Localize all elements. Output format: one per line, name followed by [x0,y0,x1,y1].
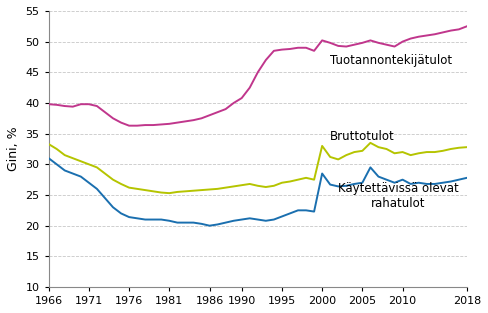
Y-axis label: Gini, %: Gini, % [7,127,20,171]
Text: Tuotannontekijätulot: Tuotannontekijätulot [330,54,452,67]
Text: Bruttotulot: Bruttotulot [330,130,395,143]
Text: Käytettävissä olevat
rahatulot: Käytettävissä olevat rahatulot [338,182,459,210]
